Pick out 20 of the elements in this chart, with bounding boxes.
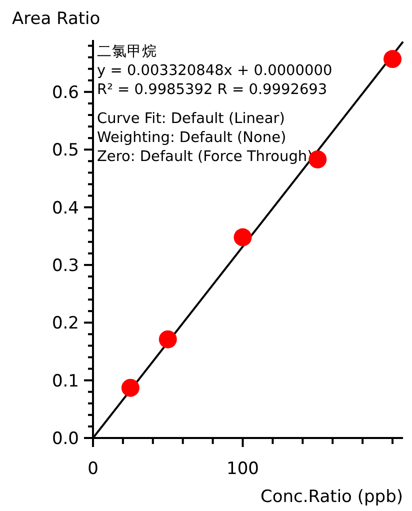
annotation: R² = 0.9985392 R = 0.9992693 — [97, 82, 328, 98]
y-tick-label: 0.0 — [52, 429, 79, 449]
y-axis-title: Area Ratio — [12, 9, 100, 29]
point — [121, 378, 140, 397]
y-tick-label: 0.3 — [52, 256, 79, 276]
point — [158, 330, 177, 348]
x-tick-label: 100 — [226, 459, 259, 479]
x-axis-title: Conc.Ratio (ppb) — [260, 487, 403, 507]
annotation: Weighting: Default (None) — [97, 130, 286, 146]
point — [384, 50, 402, 68]
y-tick-label: 0.5 — [52, 140, 79, 161]
y-tick-label: 0.1 — [52, 371, 79, 392]
y-tick-label: 0.6 — [52, 82, 79, 103]
y-tick-label: 0.2 — [52, 314, 79, 334]
x-tick-label: 0 — [88, 459, 98, 479]
point — [234, 228, 252, 246]
annotation: y = 0.003320848x + 0.0000000 — [97, 63, 332, 79]
annotation: 二氯甲烷 — [97, 43, 157, 60]
annotation: Curve Fit: Default (Linear) — [97, 111, 285, 127]
y-tick-label: 0.4 — [52, 198, 79, 218]
